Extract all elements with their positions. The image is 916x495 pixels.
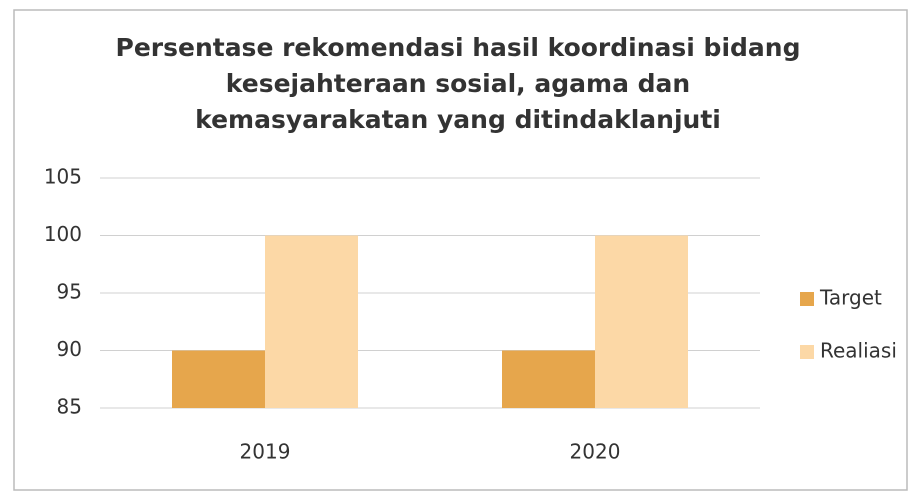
chart-title: Persentase rekomendasi hasil koordinasi … xyxy=(115,33,801,134)
y-tick-label: 90 xyxy=(57,337,82,361)
bar xyxy=(595,235,688,408)
bar xyxy=(502,350,595,408)
legend-swatch xyxy=(800,292,814,306)
y-tick-label: 100 xyxy=(44,222,82,246)
bar xyxy=(265,235,358,408)
legend-label: Realiasi xyxy=(820,339,897,363)
y-tick-label: 95 xyxy=(57,280,82,304)
x-tick-label: 2020 xyxy=(570,440,621,464)
chart-frame xyxy=(13,9,908,491)
legend-swatch xyxy=(800,345,814,359)
x-tick-label: 2019 xyxy=(240,440,291,464)
y-tick-label: 85 xyxy=(57,395,82,419)
legend-label: Target xyxy=(819,286,882,310)
y-tick-label: 105 xyxy=(44,165,82,189)
bar xyxy=(172,350,265,408)
